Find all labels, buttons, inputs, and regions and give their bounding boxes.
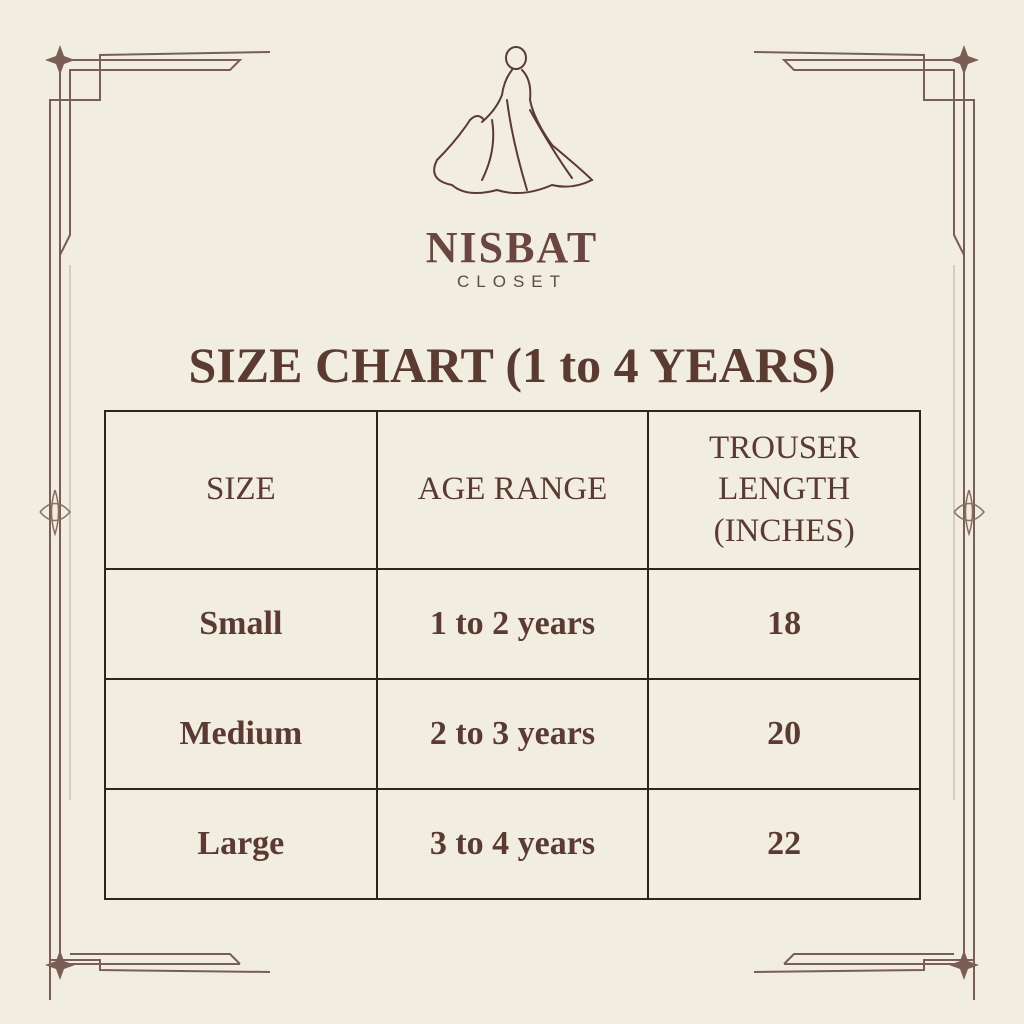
cell-age-range: 3 to 4 years (375, 788, 650, 900)
lotus-ornament (953, 489, 986, 537)
cell-age-range: 2 to 3 years (375, 678, 650, 790)
lotus-ornament (39, 489, 72, 537)
cell-age-range: 1 to 2 years (375, 568, 650, 680)
header-trouser-length: TROUSER LENGTH (INCHES) (647, 410, 921, 570)
cell-trouser-length: 22 (647, 788, 921, 900)
table-row: Medium 2 to 3 years 20 (104, 678, 921, 790)
cell-size: Small (104, 568, 378, 680)
cell-trouser-length: 18 (647, 568, 921, 680)
size-chart-table: SIZE AGE RANGE TROUSER LENGTH (INCHES) S… (104, 410, 921, 900)
header-age-range: AGE RANGE (375, 410, 650, 570)
page-title: SIZE CHART (1 to 4 YEARS) (188, 337, 836, 393)
star-ornament (45, 45, 75, 75)
brand-name: NISBAT (425, 223, 599, 272)
table-header-row: SIZE AGE RANGE TROUSER LENGTH (INCHES) (104, 410, 921, 570)
cell-size: Medium (104, 678, 378, 790)
header-size: SIZE (104, 410, 378, 570)
star-ornament (45, 950, 75, 980)
star-ornament (949, 45, 979, 75)
table-row: Small 1 to 2 years 18 (104, 568, 921, 680)
table-row: Large 3 to 4 years 22 (104, 788, 921, 900)
star-ornament (949, 950, 979, 980)
brand-tagline: CLOSET (456, 272, 568, 291)
cell-size: Large (104, 788, 378, 900)
cell-trouser-length: 20 (647, 678, 921, 790)
woman-in-gown-icon (433, 46, 594, 195)
